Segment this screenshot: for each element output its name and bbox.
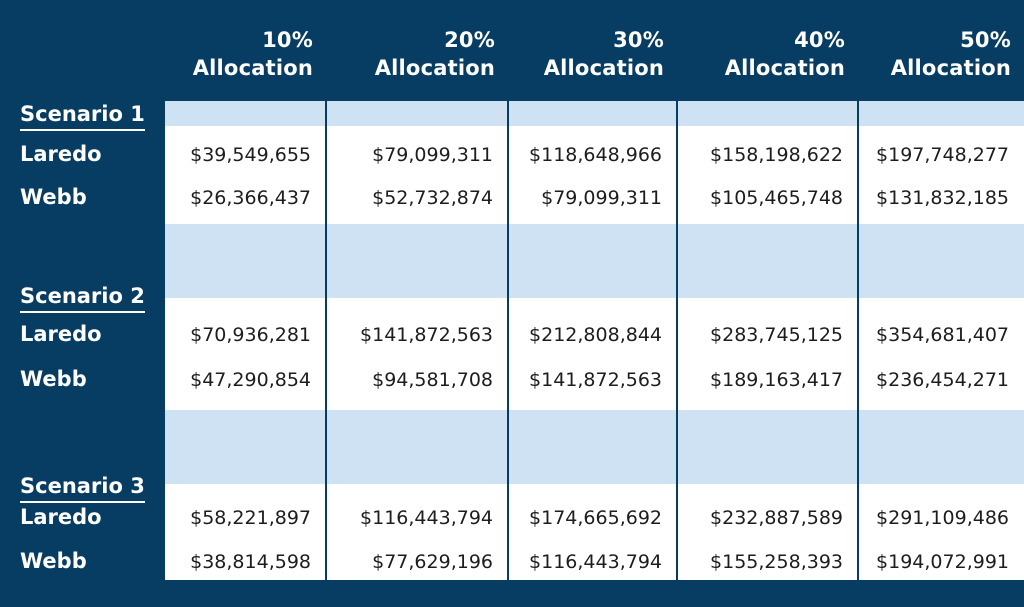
- column-divider: [857, 101, 859, 580]
- table-cell: $47,290,854: [190, 369, 311, 391]
- row-label-webb: Webb: [20, 549, 87, 573]
- table-cell: $283,745,125: [710, 324, 843, 346]
- column-header-line: 40%: [794, 28, 845, 52]
- table-cell: $236,454,271: [876, 369, 1009, 391]
- table-cell: $174,665,692: [529, 507, 662, 529]
- column-header-line: 30%: [613, 28, 664, 52]
- column-divider: [676, 101, 678, 580]
- table-cell: $26,366,437: [190, 187, 311, 209]
- column-header-line: Allocation: [192, 56, 313, 80]
- table-cell: $52,732,874: [372, 187, 493, 209]
- table-cell: $291,109,486: [876, 507, 1009, 529]
- row-label-laredo: Laredo: [20, 142, 102, 166]
- column-header-2: 20% Allocation: [326, 26, 495, 86]
- table-cell: $189,163,417: [710, 369, 843, 391]
- column-header-line: 10%: [262, 28, 313, 52]
- scenario-cells-3: [165, 484, 1024, 580]
- column-header-line: Allocation: [543, 56, 664, 80]
- column-header-5: 50% Allocation: [858, 26, 1011, 86]
- table-cell: $158,198,622: [710, 144, 843, 166]
- column-divider: [507, 101, 509, 580]
- table-cell: $94,581,708: [372, 369, 493, 391]
- table-cell: $141,872,563: [360, 324, 493, 346]
- table-cell: $70,936,281: [190, 324, 311, 346]
- column-header-line: 20%: [444, 28, 495, 52]
- scenario-label-1: Scenario 1: [20, 101, 145, 131]
- column-header-3: 30% Allocation: [508, 26, 664, 86]
- column-header-1: 10% Allocation: [165, 26, 313, 86]
- table-cell: $79,099,311: [541, 187, 662, 209]
- table-cell: $212,808,844: [529, 324, 662, 346]
- scenario-band-2: [165, 224, 1024, 298]
- table-cell: $58,221,897: [190, 507, 311, 529]
- column-header-line: Allocation: [890, 56, 1011, 80]
- scenario-label-3: Scenario 3: [20, 473, 145, 503]
- column-divider: [325, 101, 327, 580]
- table-cell: $131,832,185: [876, 187, 1009, 209]
- row-label-webb: Webb: [20, 185, 87, 209]
- table-cell: $194,072,991: [876, 551, 1009, 573]
- table-cell: $77,629,196: [372, 551, 493, 573]
- table-cell: $141,872,563: [529, 369, 662, 391]
- table-cell: $118,648,966: [529, 144, 662, 166]
- table-cell: $116,443,794: [360, 507, 493, 529]
- scenario-band-3: [165, 410, 1024, 484]
- row-label-laredo: Laredo: [20, 505, 102, 529]
- table-cell: $38,814,598: [190, 551, 311, 573]
- table-cell: $197,748,277: [876, 144, 1009, 166]
- table-cell: $105,465,748: [710, 187, 843, 209]
- column-header-line: Allocation: [374, 56, 495, 80]
- table-cell: $155,258,393: [710, 551, 843, 573]
- row-label-laredo: Laredo: [20, 322, 102, 346]
- scenario-cells-1: [165, 126, 1024, 224]
- table-cell: $116,443,794: [529, 551, 662, 573]
- scenario-cells-2: [165, 298, 1024, 410]
- column-header-line: Allocation: [724, 56, 845, 80]
- table-cell: $79,099,311: [372, 144, 493, 166]
- column-header-4: 40% Allocation: [677, 26, 845, 86]
- row-label-webb: Webb: [20, 367, 87, 391]
- table-cell: $232,887,589: [710, 507, 843, 529]
- scenario-band-1: [165, 101, 1024, 126]
- table-cell: $354,681,407: [876, 324, 1009, 346]
- table-cell: $39,549,655: [190, 144, 311, 166]
- scenario-label-2: Scenario 2: [20, 283, 145, 313]
- column-header-line: 50%: [960, 28, 1011, 52]
